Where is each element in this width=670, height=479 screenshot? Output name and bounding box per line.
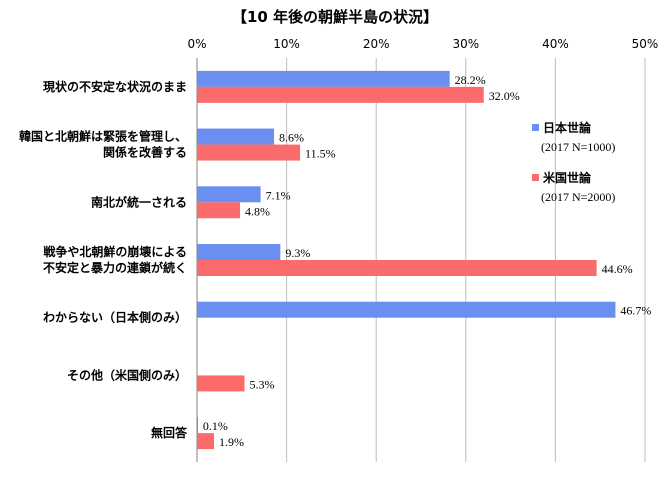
bar: [197, 301, 616, 318]
category-label: 不安定と暴力の連鎖が続く: [43, 260, 187, 275]
legend-sample: (2017 N=2000): [541, 190, 615, 204]
category-labels: 現状の不安定な状況のまま韓国と北朝鮮は緊張を管理し、関係を改善する南北が統一され…: [19, 79, 188, 440]
x-tick-label: 50%: [632, 37, 659, 51]
bar: [197, 202, 241, 219]
x-tick-label: 10%: [273, 37, 300, 51]
category-label: 南北が統一される: [91, 194, 187, 209]
data-label: 8.6%: [279, 131, 304, 145]
data-label: 7.1%: [266, 188, 291, 202]
data-label: 46.7%: [620, 304, 651, 318]
data-label: 28.2%: [455, 73, 486, 87]
bar: [197, 70, 450, 87]
category-label: 無回答: [151, 425, 188, 440]
data-label: 11.5%: [305, 147, 336, 161]
legend-sample: (2017 N=1000): [541, 140, 615, 154]
data-label: 44.6%: [602, 262, 633, 276]
bar: [197, 417, 198, 434]
category-label: 戦争や北朝鮮の崩壊による: [43, 244, 187, 259]
data-label: 0.1%: [203, 419, 228, 433]
category-label: わからない（日本側のみ）: [43, 310, 187, 325]
x-tick-label: 40%: [542, 37, 569, 51]
legend-swatch: [532, 174, 539, 181]
data-label: 1.9%: [219, 435, 244, 449]
data-label: 4.8%: [245, 204, 270, 218]
category-label: 現状の不安定な状況のまま: [43, 79, 187, 94]
bar: [197, 86, 484, 103]
legend-label: 米国世論: [543, 170, 592, 185]
bar: [197, 144, 301, 161]
data-label: 5.3%: [249, 377, 274, 391]
data-label: 32.0%: [489, 89, 520, 103]
bar: [197, 186, 261, 203]
bar: [197, 128, 275, 145]
legend-label: 日本世論: [543, 120, 592, 135]
data-label: 9.3%: [285, 246, 310, 260]
legend: 日本世論 (2017 N=1000) 米国世論 (2017 N=2000): [532, 120, 615, 204]
bar: [197, 260, 597, 276]
x-tick-label: 30%: [452, 37, 479, 51]
bar: [197, 244, 281, 260]
bar: [197, 375, 245, 392]
bar: [197, 433, 215, 450]
legend-swatch: [532, 124, 539, 131]
x-tick-label: 0%: [187, 37, 206, 51]
bars: [197, 70, 616, 450]
data-labels: 28.2%32.0% 8.6%11.5% 7.1% 4.8% 9.3% 44.6% 46.7…: [203, 73, 652, 449]
category-label: 韓国と北朝鮮は緊張を管理し、: [19, 129, 187, 144]
x-tick-label: 20%: [363, 37, 390, 51]
category-label: 関係を改善する: [103, 145, 187, 160]
chart-title: 【10 年後の朝鮮半島の状況】: [232, 8, 438, 26]
category-label: その他（米国側のみ）: [67, 367, 187, 382]
x-axis-ticks: 0% 10% 20% 30% 40% 50%: [187, 37, 658, 51]
